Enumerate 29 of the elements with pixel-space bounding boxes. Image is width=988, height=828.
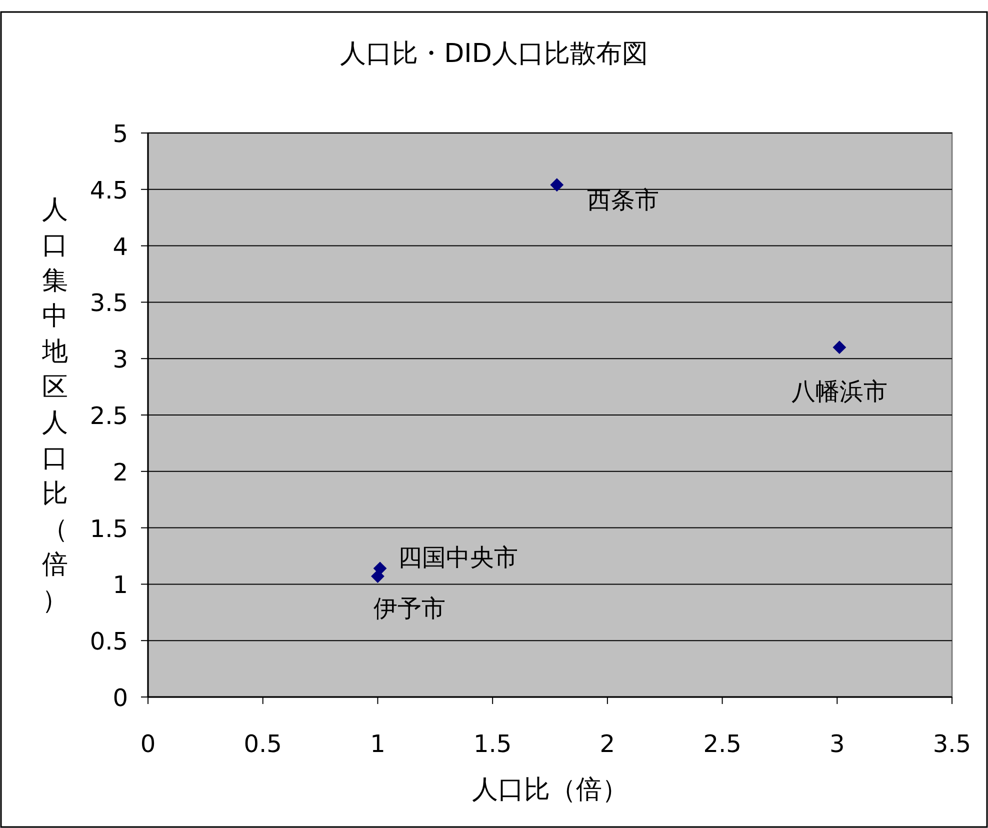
- x-tick-label: 0: [140, 730, 156, 758]
- x-tick-label: 3: [830, 730, 845, 758]
- y-tick-label: 2.5: [90, 402, 128, 430]
- annotation: 四国中央市: [398, 543, 518, 572]
- annotation: 西条市: [586, 186, 659, 214]
- annotation: 八幡浜市: [791, 377, 888, 406]
- x-axis-title: 人口比（倍）: [472, 775, 628, 805]
- y-tick-label: 1: [112, 571, 128, 600]
- y-tick-label: 0.5: [90, 628, 128, 656]
- chart-title: 人口比・DID人口比散布図: [340, 39, 648, 69]
- x-tick-label: 2: [600, 730, 616, 758]
- point: [832, 340, 846, 354]
- x-tick-label: 1.5: [473, 730, 512, 758]
- y-tick-label: 3: [112, 346, 128, 374]
- x-tick-label: 1: [370, 730, 386, 758]
- y-tick-label: 3.5: [90, 289, 128, 318]
- y-tick-label: 0: [112, 684, 128, 712]
- y-tick-label: 5: [112, 120, 128, 148]
- annotation: 伊予市: [374, 594, 446, 622]
- x-tick-label: 2.5: [703, 730, 742, 758]
- x-tick-label: 0.5: [244, 730, 282, 758]
- text: 人口集中地区人口比（倍）: [42, 195, 68, 616]
- y-tick-label: 4: [112, 232, 128, 261]
- x-tick-label: 3.5: [932, 730, 972, 758]
- y-tick-label: 4.5: [90, 176, 128, 204]
- y-tick-label: 2: [112, 458, 128, 486]
- y-tick-label: 1.5: [90, 514, 128, 543]
- point: [371, 570, 384, 583]
- point: [550, 178, 564, 192]
